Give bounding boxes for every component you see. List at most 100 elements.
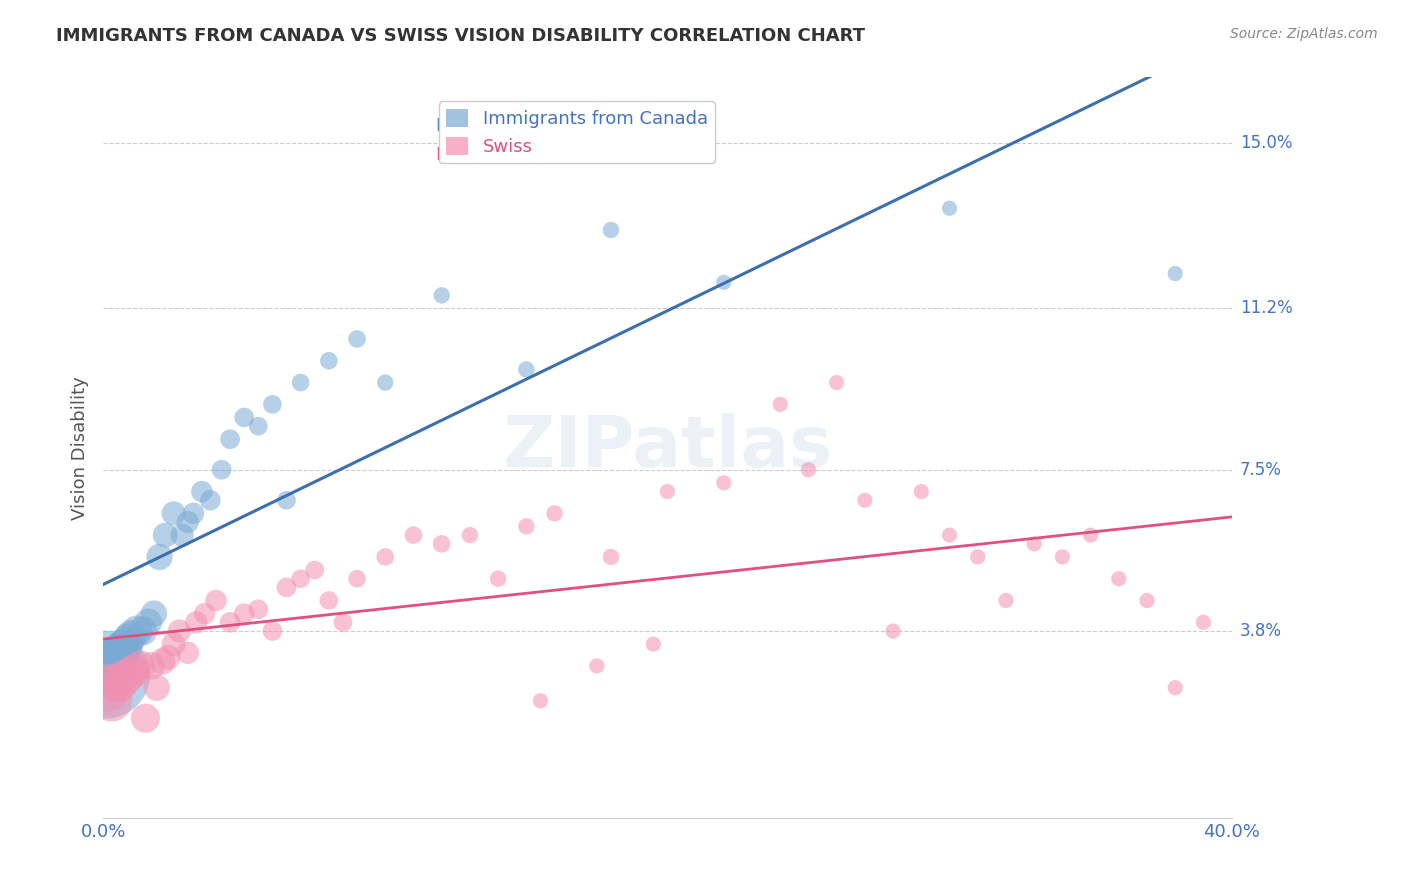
Point: [290, 572, 312, 586]
Point: [134, 711, 156, 725]
Text: Source: ZipAtlas.com: Source: ZipAtlas.com: [1230, 27, 1378, 41]
Point: [148, 549, 170, 564]
Point: [120, 628, 142, 642]
Point: [97, 659, 120, 673]
Point: [1164, 681, 1187, 695]
Point: [643, 637, 665, 651]
Point: [111, 672, 134, 686]
Point: [177, 646, 200, 660]
Point: [194, 607, 217, 621]
Point: [100, 694, 122, 708]
Point: [853, 493, 876, 508]
Point: [600, 223, 623, 237]
Point: [1052, 549, 1074, 564]
Point: [374, 549, 396, 564]
Point: [1080, 528, 1102, 542]
Point: [191, 484, 214, 499]
Point: [172, 528, 194, 542]
Point: [1192, 615, 1215, 630]
Point: [262, 624, 284, 638]
Point: [247, 602, 270, 616]
Point: [233, 607, 256, 621]
Point: [515, 362, 537, 376]
Point: [247, 419, 270, 434]
Point: [825, 376, 848, 390]
Point: [233, 410, 256, 425]
Point: [94, 681, 117, 695]
Point: [966, 549, 988, 564]
Point: [882, 624, 904, 638]
Point: [276, 493, 298, 508]
Point: [200, 493, 222, 508]
Point: [142, 607, 165, 621]
Point: [169, 624, 191, 638]
Point: [131, 624, 153, 638]
Text: ZIPatlas: ZIPatlas: [502, 414, 832, 483]
Point: [163, 637, 186, 651]
Point: [586, 659, 609, 673]
Y-axis label: Vision Disability: Vision Disability: [72, 376, 89, 520]
Point: [262, 397, 284, 411]
Point: [111, 641, 134, 656]
Point: [318, 353, 340, 368]
Point: [145, 681, 167, 695]
Point: [100, 655, 122, 669]
Point: [797, 463, 820, 477]
Text: 3.8%: 3.8%: [1240, 622, 1282, 640]
Point: [529, 694, 551, 708]
Point: [117, 632, 139, 647]
Text: R = 0.272    N = 57: R = 0.272 N = 57: [436, 146, 613, 164]
Point: [543, 506, 565, 520]
Point: [318, 593, 340, 607]
Point: [1108, 572, 1130, 586]
Point: [515, 519, 537, 533]
Point: [910, 484, 932, 499]
Point: [103, 659, 125, 673]
Point: [938, 201, 960, 215]
Point: [105, 650, 128, 665]
Point: [105, 676, 128, 690]
Point: [211, 463, 233, 477]
Point: [157, 650, 180, 665]
Text: 11.2%: 11.2%: [1240, 300, 1294, 318]
Point: [136, 615, 159, 630]
Text: R = 0.698    N = 38: R = 0.698 N = 38: [436, 117, 612, 135]
Text: 15.0%: 15.0%: [1240, 134, 1292, 152]
Point: [1164, 267, 1187, 281]
Point: [346, 332, 368, 346]
Point: [304, 563, 326, 577]
Point: [332, 615, 354, 630]
Point: [108, 646, 131, 660]
Point: [177, 515, 200, 529]
Point: [128, 659, 150, 673]
Point: [938, 528, 960, 542]
Point: [122, 663, 145, 677]
Point: [205, 593, 228, 607]
Text: IMMIGRANTS FROM CANADA VS SWISS VISION DISABILITY CORRELATION CHART: IMMIGRANTS FROM CANADA VS SWISS VISION D…: [56, 27, 865, 45]
Point: [1024, 537, 1046, 551]
Point: [183, 506, 205, 520]
Point: [402, 528, 425, 542]
Point: [600, 549, 623, 564]
Point: [186, 615, 208, 630]
Point: [290, 376, 312, 390]
Point: [139, 659, 162, 673]
Point: [153, 528, 176, 542]
Text: 7.5%: 7.5%: [1240, 461, 1282, 479]
Point: [219, 432, 242, 446]
Point: [430, 288, 453, 302]
Point: [486, 572, 509, 586]
Point: [430, 537, 453, 551]
Point: [276, 581, 298, 595]
Point: [374, 376, 396, 390]
Point: [657, 484, 679, 499]
Point: [346, 572, 368, 586]
Point: [713, 275, 735, 289]
Point: [769, 397, 792, 411]
Point: [713, 475, 735, 490]
Point: [94, 667, 117, 681]
Point: [117, 667, 139, 681]
Point: [125, 624, 148, 638]
Point: [1136, 593, 1159, 607]
Point: [994, 593, 1017, 607]
